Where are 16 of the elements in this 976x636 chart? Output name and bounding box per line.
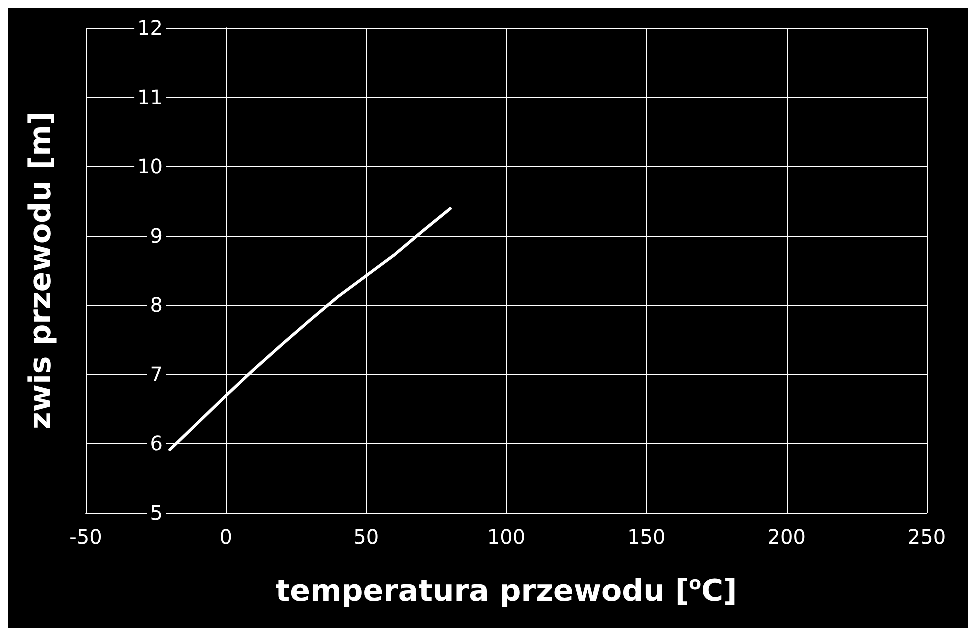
y-tick-label: 10 [138, 154, 163, 179]
y-tick-label: 8 [150, 293, 163, 318]
x-tick-label: 150 [628, 525, 666, 549]
y-tick-label: 12 [138, 16, 163, 40]
x-tick-label: 200 [768, 525, 806, 549]
y-tick-label: 11 [138, 85, 163, 110]
x-tick-label: 50 [354, 525, 380, 549]
x-tick-label: 100 [487, 525, 526, 549]
y-tick-label: 9 [150, 224, 163, 248]
x-tick-label: 250 [908, 525, 946, 549]
x-tick-label: 0 [220, 525, 233, 549]
x-tick-label: -50 [70, 525, 102, 549]
y-tick-label: 6 [150, 432, 163, 456]
y-axis-title: zwis przewodu [m] [24, 111, 58, 430]
y-tick-label: 5 [150, 501, 163, 525]
y-tick-label: 7 [150, 362, 163, 386]
